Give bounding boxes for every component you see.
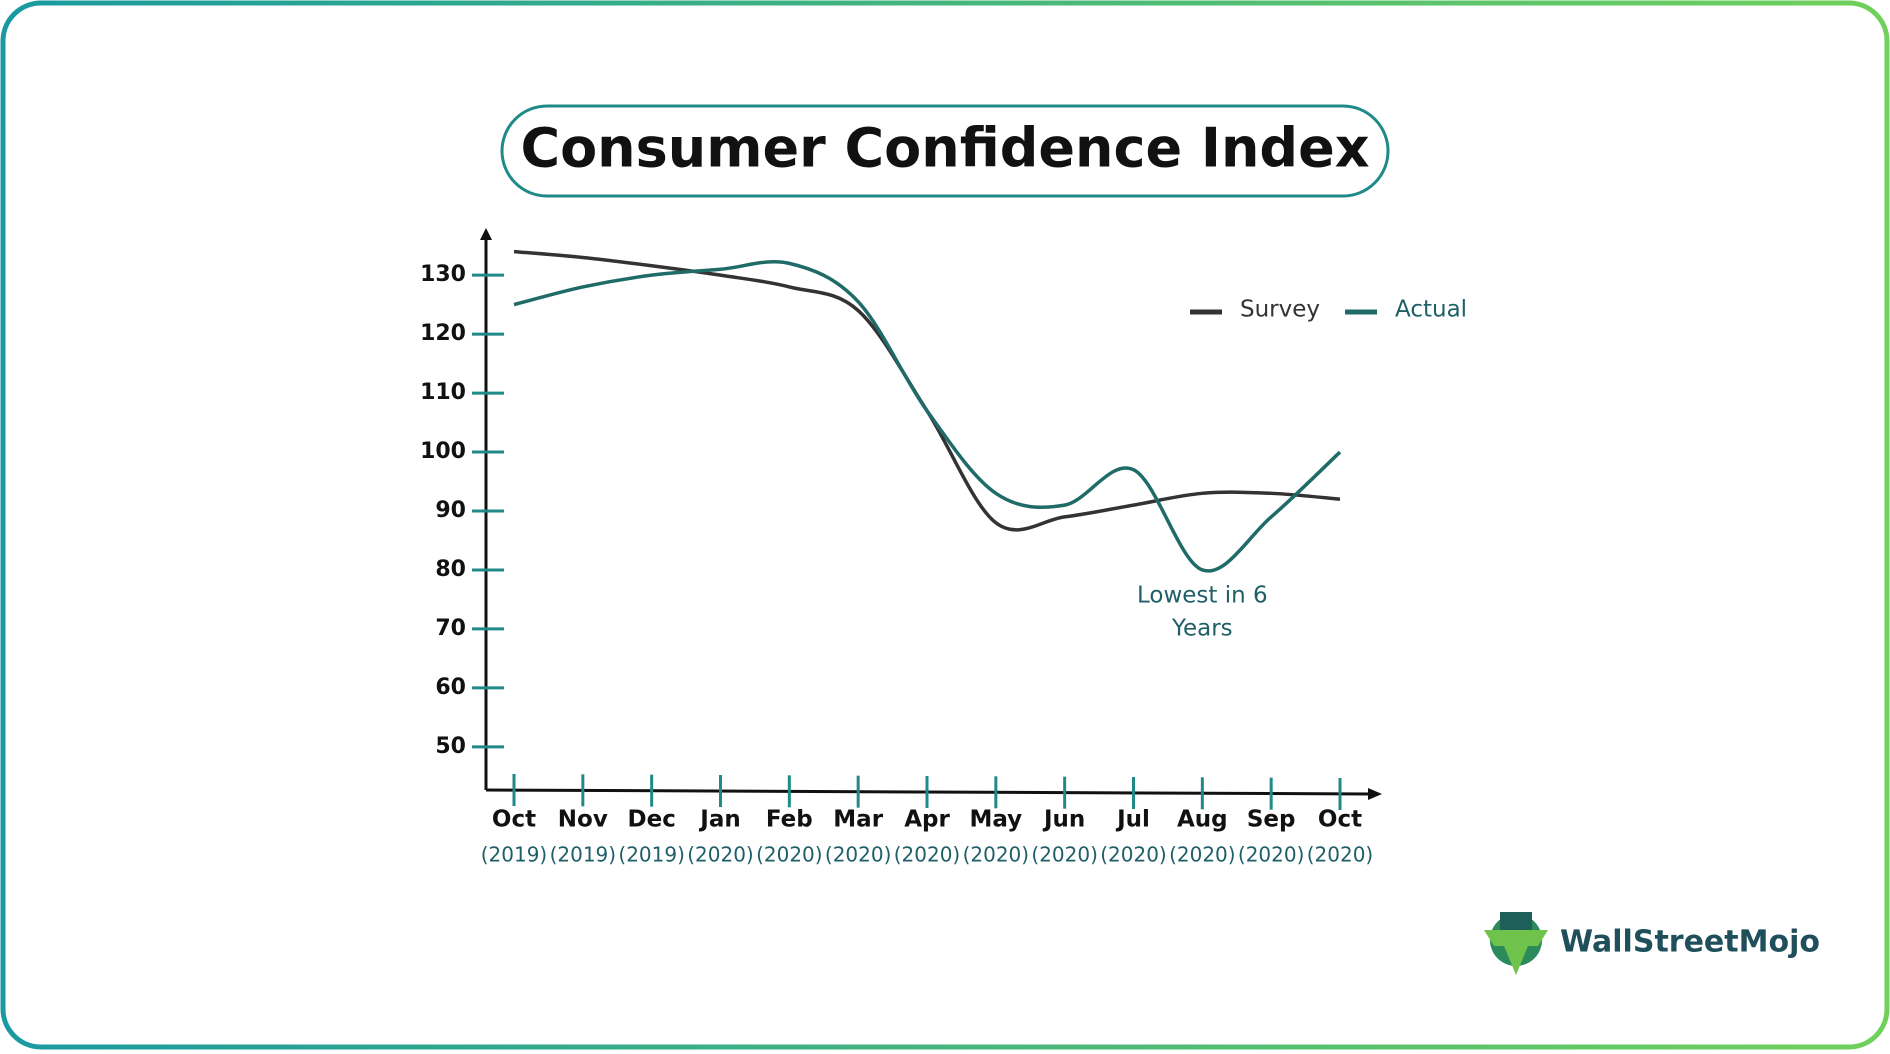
x-tick-label: Dec [628, 807, 676, 833]
y-axis-arrow [480, 228, 492, 240]
legend-label: Survey [1240, 297, 1320, 323]
x-tick-label: Jun [1042, 807, 1085, 833]
x-tick-label: Oct [1318, 807, 1362, 833]
x-tick-year: (2020) [687, 843, 754, 867]
watermark: WallStreetMojo [1560, 925, 1820, 960]
y-tick-label: 110 [420, 380, 466, 405]
y-tick-label: 80 [435, 557, 466, 582]
y-tick-label: 50 [435, 734, 466, 759]
x-tick-year: (2020) [894, 843, 961, 867]
legend-label: Actual [1395, 297, 1467, 323]
x-tick-year: (2020) [1031, 843, 1098, 867]
x-axis-arrow [1368, 788, 1382, 800]
x-tick-year: (2020) [1100, 843, 1167, 867]
x-tick-year: (2019) [481, 843, 548, 867]
x-tick-year: (2019) [618, 843, 685, 867]
x-tick-label: Nov [558, 807, 608, 833]
y-tick-label: 120 [420, 321, 466, 346]
y-tick-label: 100 [420, 439, 466, 464]
x-tick-label: Aug [1177, 807, 1228, 833]
line-series [513, 259, 1342, 573]
y-tick-label: 70 [435, 616, 466, 641]
title-box [500, 104, 1390, 198]
x-tick-year: (2020) [1169, 843, 1236, 867]
annotation: Lowest in 6 [1137, 583, 1268, 609]
x-tick-year: (2020) [1238, 843, 1305, 867]
annotation: Years [1171, 616, 1233, 642]
x-tick-label: May [969, 807, 1022, 833]
x-tick-label: Apr [904, 807, 950, 833]
x-tick-label: Mar [833, 807, 883, 833]
x-tick-year: (2020) [963, 843, 1030, 867]
x-tick-label: Jul [1115, 807, 1150, 833]
x-tick-year: (2020) [825, 843, 892, 867]
y-tick-label: 60 [435, 675, 466, 700]
logo [1484, 912, 1548, 975]
x-tick-label: Feb [766, 807, 813, 833]
x-tick-year: (2019) [550, 843, 617, 867]
x-tick-year: (2020) [756, 843, 823, 867]
x-tick-label: Jan [698, 807, 740, 833]
y-tick-label: 90 [435, 498, 466, 523]
x-tick-year: (2020) [1307, 843, 1374, 867]
x-tick-label: Sep [1247, 807, 1296, 833]
y-tick-label: 130 [420, 262, 466, 287]
chart-title: Consumer Confidence Index [520, 117, 1369, 180]
x-tick-label: Oct [492, 807, 536, 833]
